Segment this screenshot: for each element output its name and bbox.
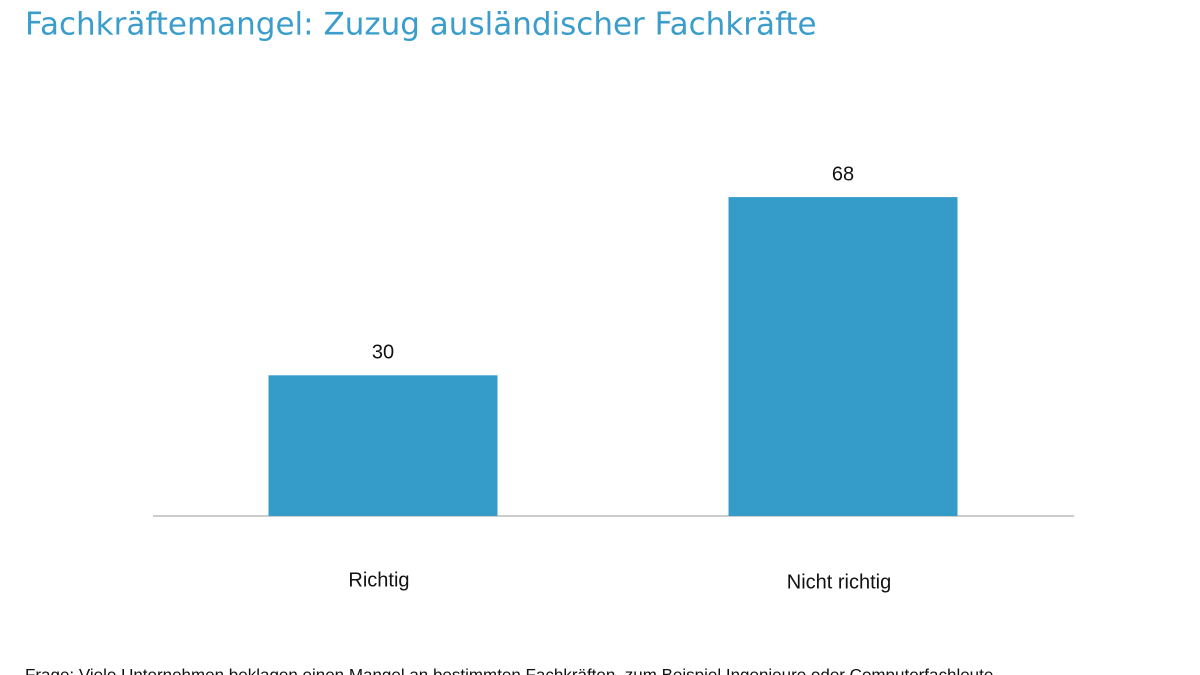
chart-title: Fachkräftemangel: Zuzug ausländischer Fa…: [25, 7, 817, 43]
bar: [728, 197, 958, 516]
data-label: 68: [832, 163, 854, 185]
x-tick-label: Nicht richtig: [787, 571, 891, 593]
data-label: 30: [372, 342, 394, 364]
bar: [268, 375, 498, 516]
footnote: Frage: Viele Unternehmen beklagen einen …: [25, 665, 998, 675]
x-tick-label: Richtig: [348, 569, 409, 591]
